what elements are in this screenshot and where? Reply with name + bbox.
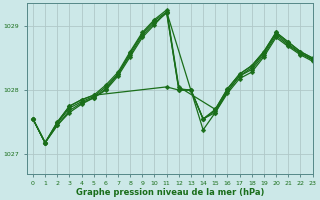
X-axis label: Graphe pression niveau de la mer (hPa): Graphe pression niveau de la mer (hPa) (76, 188, 264, 197)
